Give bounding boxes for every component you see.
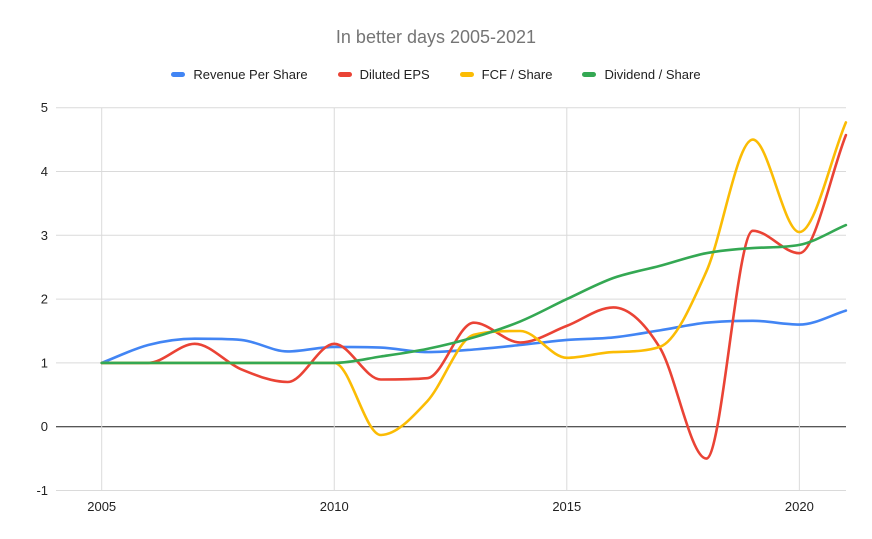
y-axis-tick-label: 2 xyxy=(41,292,48,307)
legend-swatch-icon xyxy=(171,72,186,77)
legend-label: Dividend / Share xyxy=(604,67,701,82)
y-axis-tick-label: 3 xyxy=(41,228,48,243)
chart-legend: Revenue Per Share Diluted EPS FCF / Share D… xyxy=(0,67,872,82)
legend-item-revenue-per-share: Revenue Per Share xyxy=(171,67,308,82)
legend-swatch-icon xyxy=(582,72,597,77)
legend-swatch-icon xyxy=(337,72,352,77)
legend-label: Diluted EPS xyxy=(359,67,430,82)
y-axis-tick-label: -1 xyxy=(36,483,48,498)
chart-title: In better days 2005-2021 xyxy=(335,27,537,47)
series-line-dividend-share xyxy=(100,223,848,365)
y-axis-tick-label: 0 xyxy=(41,419,48,434)
x-axis-tick-label: 2005 xyxy=(87,499,116,514)
series-line-diluted-eps xyxy=(100,133,848,460)
legend-label: Revenue Per Share xyxy=(193,67,308,82)
legend-label: FCF / Share xyxy=(481,67,553,82)
series-line-fcf-share xyxy=(100,121,848,437)
x-axis-tick-label: 2010 xyxy=(320,499,349,514)
y-axis-tick-label: 5 xyxy=(41,100,48,115)
x-axis-tick-label: 2015 xyxy=(552,499,581,514)
legend-item-fcf-share: FCF / Share xyxy=(459,67,553,82)
legend-item-diluted-eps: Diluted EPS xyxy=(337,67,430,82)
y-axis-tick-label: 4 xyxy=(41,164,48,179)
series-line-revenue-per-share xyxy=(100,309,848,365)
y-axis-tick-label: 1 xyxy=(41,355,48,370)
x-axis-tick-label: 2020 xyxy=(785,499,814,514)
legend-item-dividend-share: Dividend / Share xyxy=(582,67,701,82)
legend-swatch-icon xyxy=(459,72,474,77)
